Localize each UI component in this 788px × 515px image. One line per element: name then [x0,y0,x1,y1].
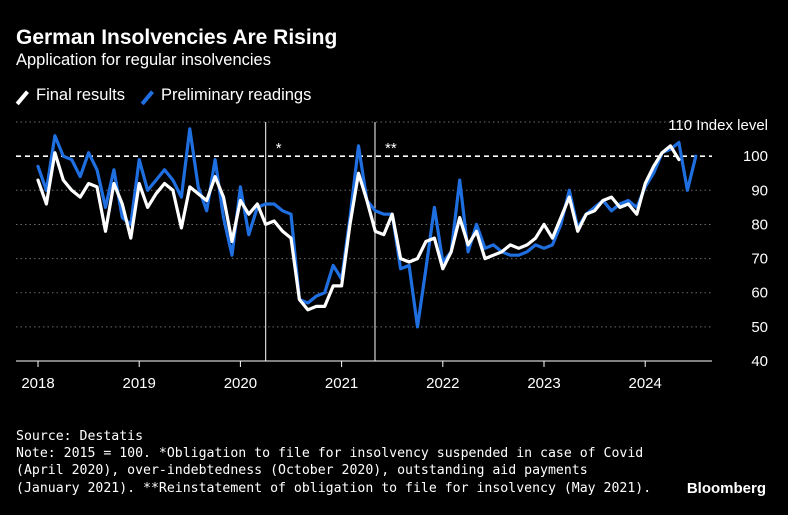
chart-gridlines [16,121,712,362]
x-tick-label-2020: 2020 [224,375,257,392]
y-tick-label-40: 40 [751,353,768,370]
y-tick-label-60: 60 [751,285,768,302]
chart-series [36,127,698,329]
x-tick-label-2021: 2021 [325,375,358,392]
x-tick-label-2022: 2022 [426,375,459,392]
chart-subtitle: Application for regular insolvencies [16,51,271,69]
series-preliminary [36,127,698,329]
x-axis: 2018 2019 2020 2021 2022 2023 2024 [21,361,662,392]
x-tick-label-2018: 2018 [21,375,54,392]
source-text: Source: Destatis [16,429,144,444]
event-label-1: * [276,140,282,157]
note-line-2: (April 2020), over-indebtedness (October… [16,463,588,479]
y-tick-label-50: 50 [751,319,768,336]
preliminary-line [36,127,698,329]
series-final [36,144,681,312]
chart-title: German Insolvencies Are Rising [16,26,338,49]
y-tick-label-80: 80 [751,216,768,233]
x-tick-label-2023: 2023 [527,375,560,392]
legend-item-final: Final results [16,86,125,105]
legend-item-preliminary: Preliminary readings [141,86,311,105]
y-tick-label-70: 70 [751,251,768,268]
note-line-1: Note: 2015 = 100. *Obligation to file fo… [16,446,644,462]
chart-source-note: Source: Destatis Note: 2015 = 100. *Obli… [16,428,651,497]
legend-preliminary-label: Preliminary readings [160,86,312,104]
bloomberg-logo: Bloomberg [686,480,766,497]
event-markers: * ** [265,122,397,361]
note-line-3: (January 2021). **Reinstatement of oblig… [16,480,652,496]
y-axis: 40 50 60 70 80 90 100 110 Index level [668,117,768,370]
legend-final-label: Final results [36,86,125,104]
y-axis-top-label: 110 Index level [668,117,768,134]
y-tick-label-100: 100 [743,148,768,165]
x-tick-label-2019: 2019 [123,375,156,392]
event-label-2: ** [385,140,397,157]
y-tick-label-90: 90 [751,182,768,199]
chart-legend: Final results Preliminary readings [16,86,311,105]
final-line [36,144,681,312]
x-tick-label-2024: 2024 [629,375,662,392]
